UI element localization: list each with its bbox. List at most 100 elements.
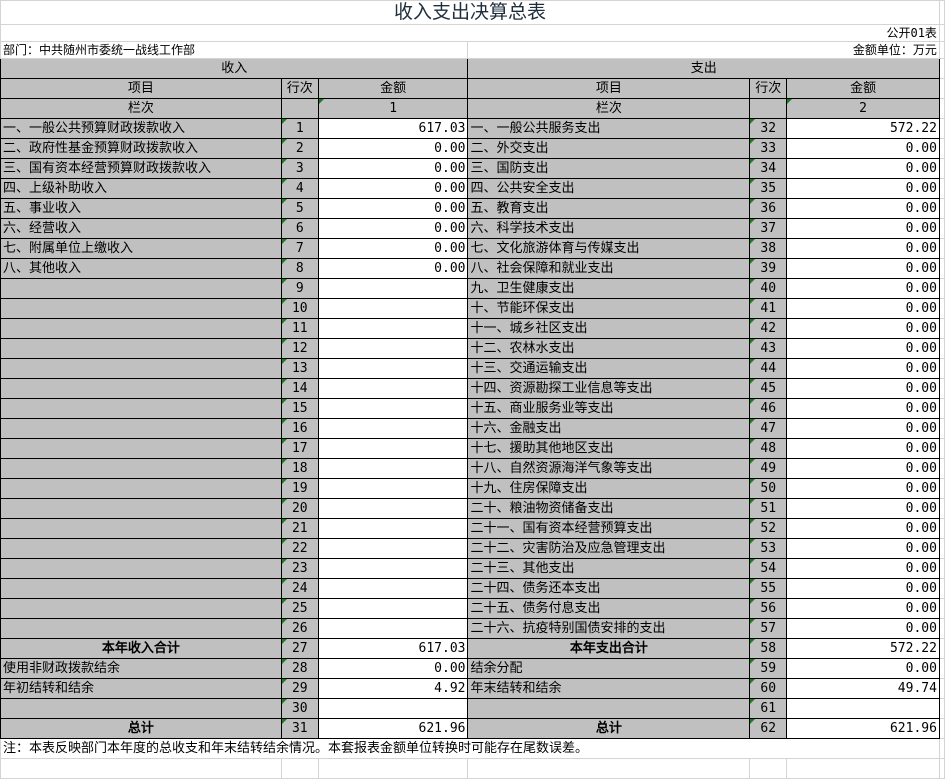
- expense-line-no[interactable]: 61: [749, 698, 788, 719]
- expense-line-no[interactable]: 48: [749, 438, 788, 459]
- expense-amount[interactable]: 621.96: [786, 718, 940, 739]
- income-amount[interactable]: [317, 338, 469, 359]
- expense-amount[interactable]: 0.00: [786, 238, 940, 259]
- income-line-no[interactable]: 15: [280, 398, 319, 419]
- expense-amount[interactable]: 0.00: [786, 538, 940, 559]
- expense-amount[interactable]: 0.00: [786, 258, 940, 279]
- expense-line-no[interactable]: 39: [749, 258, 788, 279]
- expense-item[interactable]: 十一、城乡社区支出: [467, 318, 751, 339]
- income-amount[interactable]: [317, 558, 469, 579]
- expense-line-no[interactable]: 47: [749, 418, 788, 439]
- expense-amount[interactable]: 0.00: [786, 338, 940, 359]
- expense-amount[interactable]: 0.00: [786, 318, 940, 339]
- expense-amount[interactable]: 0.00: [786, 418, 940, 439]
- income-line-no[interactable]: 20: [280, 498, 319, 519]
- expense-line-no[interactable]: 52: [749, 518, 788, 539]
- income-line-no[interactable]: 23: [280, 558, 319, 579]
- expense-line-no[interactable]: 60: [749, 678, 788, 699]
- income-amount[interactable]: 0.00: [317, 258, 469, 279]
- expense-item[interactable]: 十五、商业服务业等支出: [467, 398, 751, 419]
- expense-item[interactable]: 四、公共安全支出: [467, 178, 751, 199]
- expense-item[interactable]: 十四、资源勘探工业信息等支出: [467, 378, 751, 399]
- income-amount[interactable]: 0.00: [317, 218, 469, 239]
- expense-amount[interactable]: 0.00: [786, 618, 940, 639]
- expense-line-no[interactable]: 62: [749, 718, 788, 739]
- income-line-no[interactable]: 31: [280, 718, 319, 739]
- income-item[interactable]: 七、附属单位上缴收入: [0, 238, 282, 259]
- income-line-no[interactable]: 21: [280, 518, 319, 539]
- expense-item[interactable]: 二十五、债务付息支出: [467, 598, 751, 619]
- expense-line-no[interactable]: 41: [749, 298, 788, 319]
- expense-line-no[interactable]: 51: [749, 498, 788, 519]
- income-item[interactable]: [0, 598, 282, 619]
- expense-line-no[interactable]: 49: [749, 458, 788, 479]
- expense-amount[interactable]: 572.22: [786, 638, 940, 659]
- expense-amount[interactable]: 0.00: [786, 158, 940, 179]
- income-line-no[interactable]: 12: [280, 338, 319, 359]
- income-item[interactable]: 年初结转和结余: [0, 678, 282, 699]
- expense-line-no[interactable]: 36: [749, 198, 788, 219]
- income-line-no[interactable]: 2: [280, 138, 319, 159]
- expense-line-no[interactable]: 46: [749, 398, 788, 419]
- income-line-no[interactable]: 19: [280, 478, 319, 499]
- income-line-no[interactable]: 1: [280, 118, 319, 139]
- expense-amount[interactable]: 0.00: [786, 278, 940, 299]
- income-amount[interactable]: [317, 578, 469, 599]
- expense-amount[interactable]: 572.22: [786, 118, 940, 139]
- income-amount[interactable]: [317, 618, 469, 639]
- income-item[interactable]: [0, 538, 282, 559]
- income-item[interactable]: 四、上级补助收入: [0, 178, 282, 199]
- income-amount[interactable]: 0.00: [317, 658, 469, 679]
- expense-line-no[interactable]: 38: [749, 238, 788, 259]
- income-amount[interactable]: 617.03: [317, 118, 469, 139]
- income-line-no[interactable]: 22: [280, 538, 319, 559]
- income-item[interactable]: 三、国有资本经营预算财政拨款收入: [0, 158, 282, 179]
- income-amount[interactable]: 0.00: [317, 178, 469, 199]
- expense-amount[interactable]: 0.00: [786, 478, 940, 499]
- expense-item[interactable]: 本年支出合计: [467, 638, 751, 659]
- income-amount[interactable]: 4.92: [317, 678, 469, 699]
- expense-item[interactable]: 十二、农林水支出: [467, 338, 751, 359]
- income-item[interactable]: [0, 618, 282, 639]
- income-item[interactable]: 五、事业收入: [0, 198, 282, 219]
- income-item[interactable]: [0, 318, 282, 339]
- income-item[interactable]: [0, 418, 282, 439]
- expense-line-no[interactable]: 55: [749, 578, 788, 599]
- expense-amount[interactable]: 0.00: [786, 458, 940, 479]
- income-amount[interactable]: [317, 278, 469, 299]
- income-amount[interactable]: 0.00: [317, 238, 469, 259]
- expense-line-no[interactable]: 56: [749, 598, 788, 619]
- income-line-no[interactable]: 6: [280, 218, 319, 239]
- expense-line-no[interactable]: 37: [749, 218, 788, 239]
- income-line-no[interactable]: 13: [280, 358, 319, 379]
- expense-item[interactable]: 二十一、国有资本经营预算支出: [467, 518, 751, 539]
- income-line-no[interactable]: 18: [280, 458, 319, 479]
- income-item[interactable]: [0, 438, 282, 459]
- income-amount[interactable]: [317, 498, 469, 519]
- income-line-no[interactable]: 28: [280, 658, 319, 679]
- income-amount[interactable]: [317, 418, 469, 439]
- income-amount[interactable]: 621.96: [317, 718, 469, 739]
- expense-amount[interactable]: 0.00: [786, 598, 940, 619]
- expense-line-no[interactable]: 35: [749, 178, 788, 199]
- expense-amount[interactable]: 49.74: [786, 678, 940, 699]
- income-item[interactable]: 二、政府性基金预算财政拨款收入: [0, 138, 282, 159]
- expense-line-no[interactable]: 50: [749, 478, 788, 499]
- expense-amount[interactable]: 0.00: [786, 438, 940, 459]
- income-amount[interactable]: [317, 398, 469, 419]
- expense-item[interactable]: 总计: [467, 718, 751, 739]
- expense-item[interactable]: 二十四、债务还本支出: [467, 578, 751, 599]
- expense-item[interactable]: 一、一般公共服务支出: [467, 118, 751, 139]
- income-item[interactable]: [0, 378, 282, 399]
- income-item[interactable]: [0, 298, 282, 319]
- expense-item[interactable]: [467, 698, 751, 719]
- income-amount[interactable]: [317, 698, 469, 719]
- income-item[interactable]: [0, 338, 282, 359]
- expense-item[interactable]: 十六、金融支出: [467, 418, 751, 439]
- income-item[interactable]: [0, 498, 282, 519]
- expense-line-no[interactable]: 40: [749, 278, 788, 299]
- expense-line-no[interactable]: 34: [749, 158, 788, 179]
- expense-line-no[interactable]: 57: [749, 618, 788, 639]
- expense-item[interactable]: 二十二、灾害防治及应急管理支出: [467, 538, 751, 559]
- expense-amount[interactable]: 0.00: [786, 138, 940, 159]
